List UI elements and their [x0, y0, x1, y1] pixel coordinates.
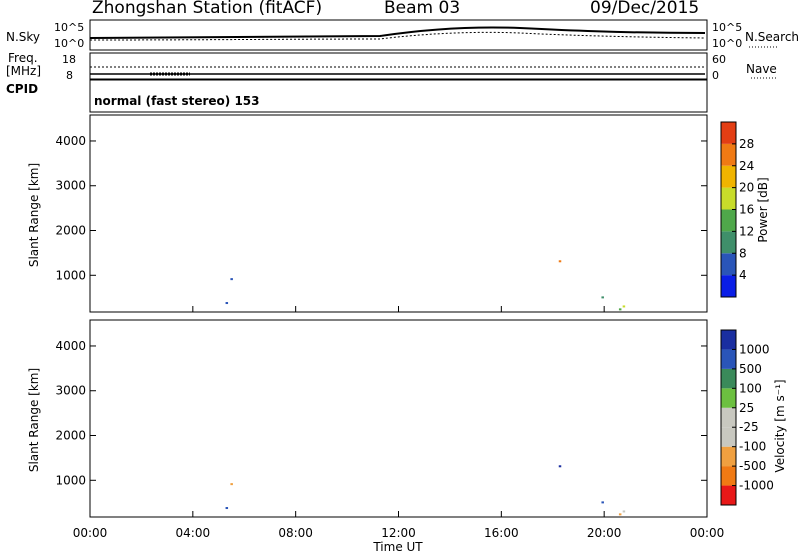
- colorbar-segment: [721, 368, 736, 389]
- xtick-label: 04:00: [176, 526, 211, 540]
- colorbar-segment: [721, 485, 736, 505]
- colorbar-segment: [721, 253, 736, 276]
- velocity-plot-frame: [89, 319, 708, 518]
- power-plot-frame: [89, 114, 708, 313]
- power-ylabel: Slant Range [km]: [27, 163, 41, 267]
- freq-left-tick-top: 18: [62, 53, 76, 66]
- freq-left-tick-bottom: 8: [66, 69, 73, 82]
- colorbar-tick-label: 20: [739, 181, 754, 195]
- freq-panel: [89, 52, 776, 80]
- colorbar-segment: [721, 122, 736, 144]
- beam-title: Beam 03: [384, 0, 461, 18]
- power-colorbar-label: Power [dB]: [756, 177, 770, 242]
- station-title: Zhongshan Station (fitACF): [92, 0, 323, 18]
- colorbar-tick-label: 28: [739, 137, 754, 151]
- noise-left-tick-bottom: 10^0: [54, 37, 85, 50]
- velocity-colorbar: 1000 500 100 25 -25 -100 -500 -1000: [720, 329, 774, 506]
- echo-cell: [622, 305, 626, 308]
- colorbar-segment: [721, 446, 736, 467]
- echo-cell: [558, 465, 562, 468]
- freq-right-tick-bottom: 0: [712, 69, 719, 82]
- freq-label-line2: [MHz]: [6, 64, 42, 78]
- freq-right-tick-top: 60: [712, 53, 726, 66]
- colorbar-tick-label: 16: [739, 203, 754, 217]
- echo-cell: [230, 278, 233, 281]
- colorbar-tick-label: 25: [739, 401, 754, 415]
- colorbar-segment: [721, 143, 736, 166]
- cpid-text: normal (fast stereo) 153: [94, 94, 260, 108]
- colorbar-segment: [721, 275, 736, 297]
- xtick-label: 12:00: [381, 526, 416, 540]
- cpid-panel-frame: [89, 79, 708, 113]
- power-panel: 1000 2000 3000 4000: [55, 114, 708, 313]
- colorbar-segment: [721, 388, 736, 408]
- velocity-ylabel: Slant Range [km]: [27, 368, 41, 472]
- echo-cell: [601, 501, 604, 504]
- xtick-label: 00:00: [73, 526, 108, 540]
- ytick-label: 2000: [55, 429, 86, 443]
- ytick-label: 2000: [55, 224, 86, 238]
- colorbar-segment: [721, 427, 736, 447]
- ytick-label: 1000: [55, 473, 86, 487]
- colorbar-tick-label: 4: [739, 268, 747, 282]
- noise-left-tick-top: 10^5: [54, 21, 85, 34]
- velocity-colorbar-label: Velocity [m s⁻¹]: [773, 379, 787, 472]
- colorbar-segment: [721, 349, 736, 369]
- colorbar-frame: [720, 329, 737, 506]
- colorbar-tick-label: -25: [739, 420, 759, 434]
- xtick-label: 00:00: [690, 526, 725, 540]
- time-xlabel: Time UT: [372, 540, 423, 554]
- echo-cell: [618, 513, 622, 516]
- noise-right-tick-bottom: 10^0: [712, 37, 743, 50]
- colorbar-tick-label: 500: [739, 362, 762, 376]
- echo-cell: [618, 308, 622, 311]
- colorbar-tick-label: 1000: [739, 342, 770, 356]
- noise-right-tick-top: 10^5: [712, 21, 743, 34]
- echo-cell: [225, 507, 229, 510]
- date-title: 09/Dec/2015: [590, 0, 700, 18]
- colorbar-segment: [721, 407, 736, 428]
- echo-cell: [622, 510, 626, 513]
- colorbar-tick-label: -100: [739, 440, 766, 454]
- colorbar-tick-label: -1000: [739, 479, 774, 493]
- colorbar-segment: [721, 209, 736, 232]
- ytick-label: 3000: [55, 179, 86, 193]
- nave-label: Nave: [746, 62, 777, 76]
- colorbar-segment: [721, 165, 736, 188]
- noise-search-label: N.Search: [745, 30, 800, 44]
- xtick-label: 16:00: [484, 526, 519, 540]
- power-colorbar: 28 24 20 16 12 8 4: [720, 121, 754, 298]
- colorbar-tick-label: -500: [739, 459, 766, 473]
- echo-cell: [225, 302, 229, 305]
- ytick-label: 1000: [55, 268, 86, 282]
- colorbar-segment: [721, 466, 736, 486]
- ytick-label: 3000: [55, 384, 86, 398]
- xtick-label: 08:00: [278, 526, 313, 540]
- cpid-label: CPID: [6, 82, 39, 96]
- colorbar-tick-label: 24: [739, 159, 754, 173]
- echo-cell: [230, 483, 233, 486]
- xtick-label: 20:00: [587, 526, 622, 540]
- colorbar-tick-label: 100: [739, 381, 762, 395]
- colorbar-tick-label: 8: [739, 246, 747, 260]
- echo-cell: [558, 260, 562, 263]
- echo-cell: [601, 296, 604, 299]
- noise-sky-label: N.Sky: [6, 30, 41, 44]
- colorbar-segment: [721, 187, 736, 210]
- velocity-panel: 1000 2000 3000 4000: [55, 319, 708, 518]
- colorbar-tick-label: 12: [739, 224, 754, 238]
- colorbar-segment: [721, 231, 736, 254]
- ytick-label: 4000: [55, 339, 86, 353]
- ytick-label: 4000: [55, 134, 86, 148]
- colorbar-segment: [721, 330, 736, 350]
- noise-panel: [89, 19, 778, 51]
- freq-label-line1: Freq.: [8, 51, 38, 65]
